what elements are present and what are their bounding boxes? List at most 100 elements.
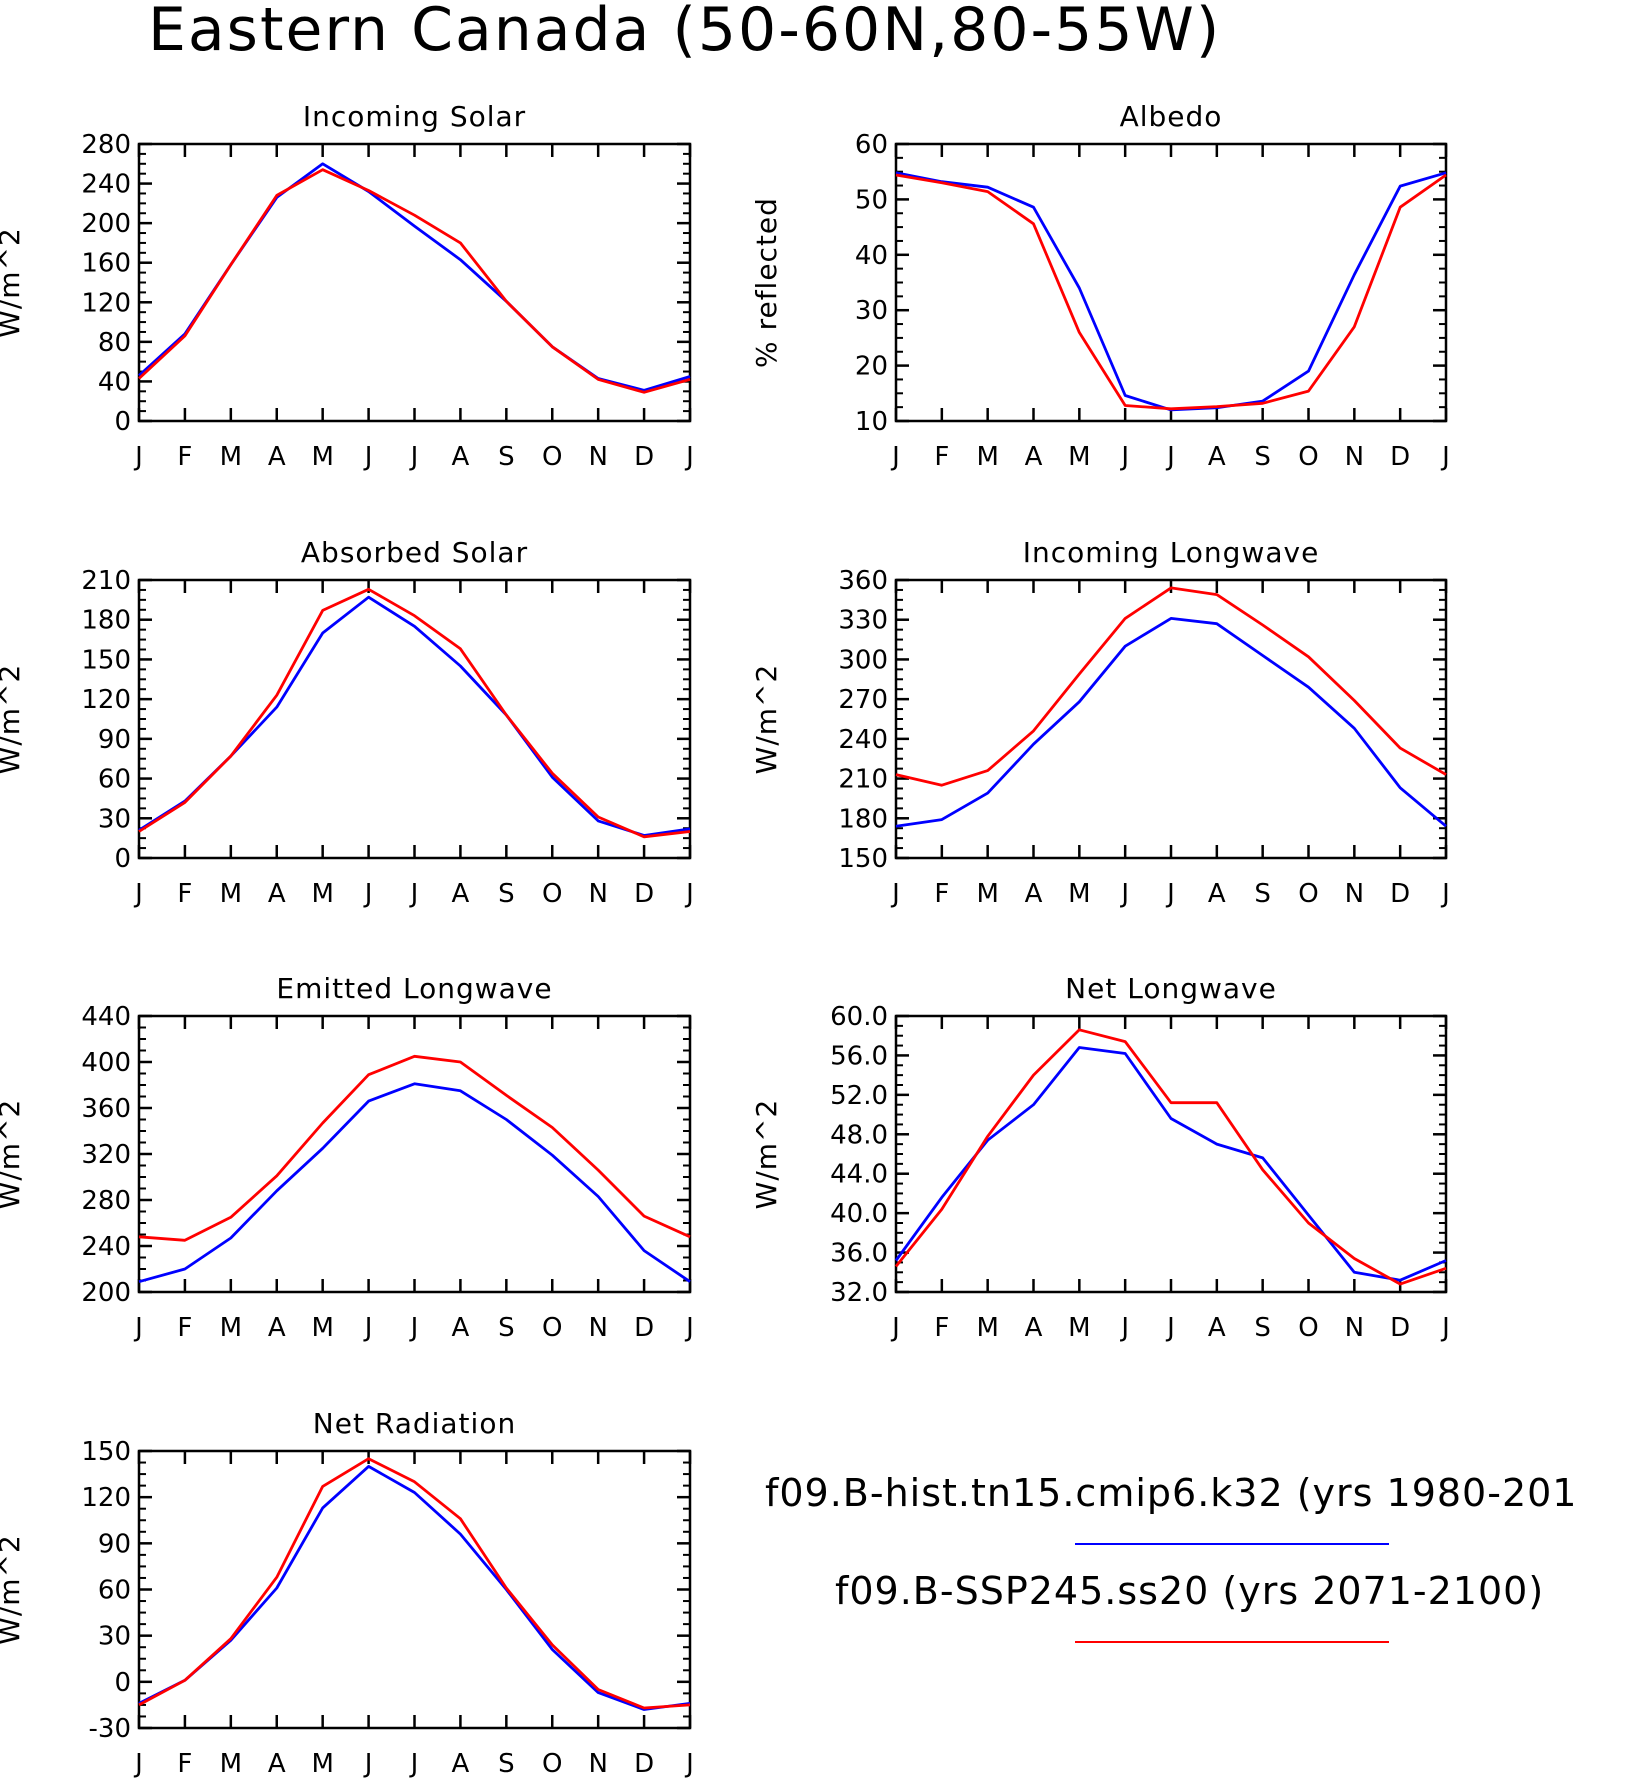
chart-panel: Emitted Longwave W/m^2 200 240 280 320 360 400 4… (0, 972, 694, 1343)
y-tick-label: 270 (838, 685, 888, 715)
x-tick-label: J (133, 1749, 143, 1779)
y-tick-label: 400 (81, 1048, 131, 1078)
x-tick-label: J (1165, 442, 1175, 472)
x-tick-label: J (890, 1313, 900, 1343)
x-tick-label: J (1119, 879, 1129, 909)
y-tick-label: 210 (838, 765, 888, 795)
y-tick-label: 180 (838, 804, 888, 834)
y-axis-label: W/m^2 (0, 664, 26, 775)
x-tick-label: A (268, 1313, 286, 1343)
x-tick-label: N (1345, 879, 1364, 909)
y-tick-label: 240 (838, 725, 888, 755)
y-tick-label: 40 (855, 241, 888, 271)
x-tick-label: M (976, 879, 998, 909)
y-tick-label: 360 (81, 1094, 131, 1124)
plot-frame (894, 1014, 1448, 1294)
x-tick-label: J (1165, 879, 1175, 909)
y-tick-label: 240 (81, 170, 131, 200)
series-line-ssp (138, 168, 691, 394)
x-tick-label: O (1298, 1313, 1318, 1343)
x-tick-label: N (588, 1313, 607, 1343)
x-tick-label: D (1390, 1313, 1410, 1343)
y-tick-label: 120 (81, 685, 131, 715)
y-axis-label: W/m^2 (0, 227, 26, 338)
x-tick-label: F (177, 879, 192, 909)
y-tick-label: 90 (98, 1529, 131, 1559)
x-tick-label: O (542, 1313, 562, 1343)
series-line-ssp (138, 587, 691, 839)
y-tick-label: 48.0 (830, 1120, 888, 1150)
y-tick-label: 150 (81, 645, 131, 675)
series-line-hist (138, 1465, 691, 1711)
x-tick-label: M (1068, 1313, 1090, 1343)
x-tick-label: J (1440, 879, 1450, 909)
y-tick-label: 32.0 (830, 1278, 888, 1308)
x-tick-label: A (452, 879, 470, 909)
y-tick-label: 320 (81, 1140, 131, 1170)
y-tick-label: 280 (81, 1186, 131, 1216)
y-tick-label: 30 (98, 804, 131, 834)
x-tick-label: J (133, 1313, 143, 1343)
series-line-hist (138, 595, 691, 837)
x-tick-label: J (890, 442, 900, 472)
x-tick-label: D (1390, 442, 1410, 472)
x-tick-label: F (934, 879, 949, 909)
x-tick-label: S (498, 879, 515, 909)
y-tick-label: 120 (81, 1483, 131, 1513)
x-tick-label: A (268, 1749, 286, 1779)
y-tick-label: 10 (855, 407, 888, 437)
x-tick-label: J (409, 879, 419, 909)
series-line-ssp (894, 1028, 1447, 1286)
x-tick-label: J (133, 442, 143, 472)
panel-title: Net Longwave (1065, 972, 1277, 1005)
panel-title: Emitted Longwave (276, 972, 552, 1005)
plot-frame (894, 578, 1448, 860)
x-tick-label: A (1208, 1313, 1226, 1343)
x-tick-label: M (976, 442, 998, 472)
x-tick-label: F (177, 1749, 192, 1779)
series-line-ssp (138, 1054, 691, 1242)
x-tick-label: F (934, 1313, 949, 1343)
y-axis-label: W/m^2 (750, 664, 783, 775)
y-tick-label: 330 (838, 606, 888, 636)
y-tick-label: 80 (98, 328, 131, 358)
x-tick-label: S (1254, 442, 1271, 472)
y-tick-label: 200 (81, 209, 131, 239)
x-tick-label: A (1208, 879, 1226, 909)
y-tick-label: 40.0 (830, 1199, 888, 1229)
x-tick-label: D (634, 442, 654, 472)
y-tick-label: 360 (838, 566, 888, 596)
y-tick-label: 90 (98, 725, 131, 755)
x-tick-label: J (1119, 442, 1129, 472)
x-tick-label: M (220, 442, 242, 472)
x-tick-label: F (177, 442, 192, 472)
y-tick-label: 60 (98, 765, 131, 795)
x-tick-label: S (498, 442, 515, 472)
series-line-ssp (895, 586, 1447, 787)
legend: f09.B-hist.tn15.cmip6.k32 (yrs 1980-201 … (765, 1471, 1576, 1643)
y-axis-label: W/m^2 (0, 1099, 26, 1210)
x-tick-label: M (1068, 879, 1090, 909)
x-tick-label: J (684, 879, 694, 909)
x-tick-label: J (890, 879, 900, 909)
chart-panel: Net Longwave W/m^2 32.0 36.0 40.0 44.0 48.0 52.… (750, 972, 1450, 1343)
chart-panel: Incoming Solar W/m^2 0 40 80 120 160 200 240 280 J… (0, 100, 694, 472)
x-tick-label: N (588, 442, 607, 472)
y-tick-label: 210 (81, 566, 131, 596)
y-axis-label: % reflected (750, 197, 783, 368)
x-tick-label: S (1254, 1313, 1271, 1343)
y-axis-label: W/m^2 (750, 1099, 783, 1210)
x-tick-label: M (311, 879, 333, 909)
x-tick-label: M (311, 1749, 333, 1779)
x-tick-label: S (1254, 879, 1271, 909)
series-line-ssp (138, 1457, 691, 1710)
y-tick-label: 50 (855, 185, 888, 215)
x-tick-label: F (934, 442, 949, 472)
y-tick-label: 200 (81, 1278, 131, 1308)
chart-panels: Incoming SolarW/m^204080120160200240280J… (0, 100, 1450, 1779)
x-tick-label: M (311, 1313, 333, 1343)
y-tick-label: 180 (81, 606, 131, 636)
x-tick-label: S (498, 1749, 515, 1779)
y-tick-label: 52.0 (830, 1081, 888, 1111)
